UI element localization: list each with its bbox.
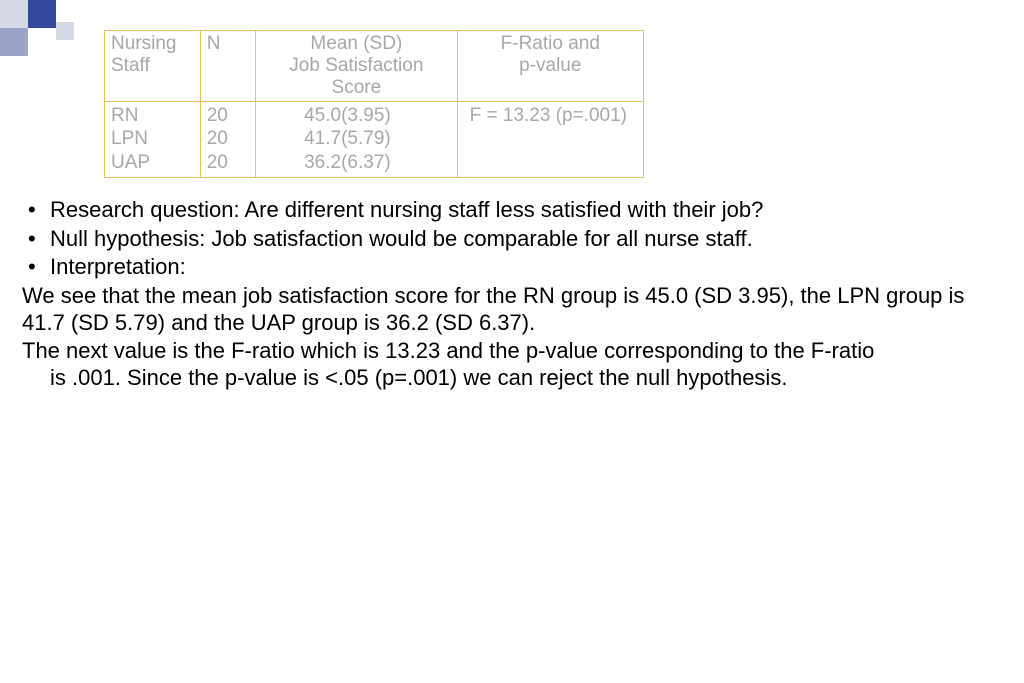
header-text: Staff: [111, 55, 150, 76]
bullet-item: • Interpretation:: [22, 253, 1002, 281]
bullet-item: • Research question: Are different nursi…: [22, 196, 1002, 224]
data-table: Nursing Staff N Mean (SD) Job Satisfacti…: [104, 30, 644, 178]
paragraph: is .001. Since the p-value is <.05 (p=.0…: [22, 364, 1002, 392]
cell-text: 41.7(5.79): [304, 128, 391, 149]
paragraph: The next value is the F-ratio which is 1…: [22, 337, 1002, 365]
cell-n: 20 20 20: [200, 101, 255, 177]
bullet-marker: •: [22, 196, 50, 224]
body-content: • Research question: Are different nursi…: [22, 196, 1002, 392]
bullet-text: Research question: Are different nursing…: [50, 196, 1002, 224]
bullet-marker: •: [22, 225, 50, 253]
paragraph: We see that the mean job satisfaction sc…: [22, 282, 1002, 337]
corner-decoration: [0, 0, 76, 54]
cell-text: UAP: [111, 152, 150, 173]
bullet-text: Null hypothesis: Job satisfaction would …: [50, 225, 1002, 253]
cell-f-result: F = 13.23 (p=.001): [457, 101, 643, 177]
cell-staff: RN LPN UAP: [105, 101, 201, 177]
header-mean: Mean (SD) Job Satisfaction Score: [256, 31, 457, 102]
bullet-marker: •: [22, 253, 50, 281]
cell-text: LPN: [111, 128, 148, 149]
cell-text: RN: [111, 105, 138, 126]
table-header-row: Nursing Staff N Mean (SD) Job Satisfacti…: [105, 31, 644, 102]
deco-square: [0, 28, 28, 56]
bullet-text: Interpretation:: [50, 253, 1002, 281]
cell-mean: 45.0(3.95) 41.7(5.79) 36.2(6.37): [256, 101, 457, 177]
header-nursing-staff: Nursing Staff: [105, 31, 201, 102]
deco-square: [0, 0, 28, 28]
bullet-item: • Null hypothesis: Job satisfaction woul…: [22, 225, 1002, 253]
cell-text: 45.0(3.95): [304, 105, 391, 126]
header-text: p-value: [519, 55, 581, 76]
cell-text: 20: [207, 128, 228, 149]
table-row: RN LPN UAP 20 20 20 45.0(3.95) 41.7(5.79…: [105, 101, 644, 177]
deco-square: [56, 22, 74, 40]
header-n: N: [200, 31, 255, 102]
header-text: Nursing: [111, 33, 176, 54]
header-text: F-Ratio and: [501, 33, 600, 54]
header-text: Job Satisfaction Score: [289, 55, 423, 98]
header-text: Mean (SD): [310, 33, 402, 54]
cell-text: 36.2(6.37): [304, 152, 391, 173]
header-f-ratio: F-Ratio and p-value: [457, 31, 643, 102]
cell-text: 20: [207, 105, 228, 126]
cell-text: 20: [207, 152, 228, 173]
deco-square: [28, 0, 56, 28]
